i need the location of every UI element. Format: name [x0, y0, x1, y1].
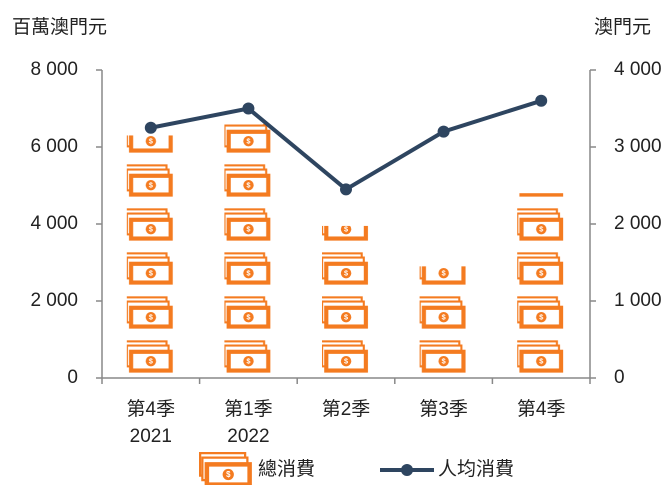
bar — [126, 135, 175, 378]
y-tick-label: 8 000 — [30, 59, 78, 80]
legend-label: 總消費 — [258, 458, 315, 480]
x-tick-label: 第2季 — [322, 398, 371, 420]
y2-tick-label: 0 — [614, 367, 625, 388]
line-point — [242, 102, 255, 115]
bar — [419, 266, 468, 378]
y2-tick-label: 4 000 — [614, 59, 662, 80]
y-tick-label: 4 000 — [30, 213, 78, 234]
legend-swatch — [401, 464, 413, 476]
y-tick-label: 6 000 — [30, 136, 78, 157]
y2-tick-label: 1 000 — [614, 290, 662, 311]
y-tick-label: 0 — [67, 367, 78, 388]
x-tick-label: 第1季 — [224, 398, 273, 420]
legend-label: 人均消費 — [438, 458, 514, 480]
x-tick-label: 第4季 — [517, 398, 566, 420]
x-tick-label: 第3季 — [419, 398, 468, 420]
x-tick-label: 第4季 — [127, 398, 176, 420]
legend-swatch — [198, 452, 254, 485]
x-tick-label: 2021 — [130, 426, 172, 447]
y-tick-label: 2 000 — [30, 290, 78, 311]
legend: 總消費 人均消費 — [198, 452, 514, 485]
y2-axis-title: 澳門元 — [594, 16, 651, 38]
x-tick-label: 2022 — [227, 426, 269, 447]
bar — [322, 225, 370, 378]
bar — [517, 193, 566, 378]
line — [150, 98, 542, 192]
line-point — [437, 125, 450, 138]
y2-tick-label: 3 000 — [614, 136, 662, 157]
line-point — [144, 121, 157, 134]
y-axis-title: 百萬澳門元 — [12, 16, 107, 38]
line-point — [340, 183, 352, 196]
bar — [224, 123, 273, 379]
y2-tick-label: 2 000 — [614, 213, 662, 234]
line-point — [535, 94, 548, 107]
